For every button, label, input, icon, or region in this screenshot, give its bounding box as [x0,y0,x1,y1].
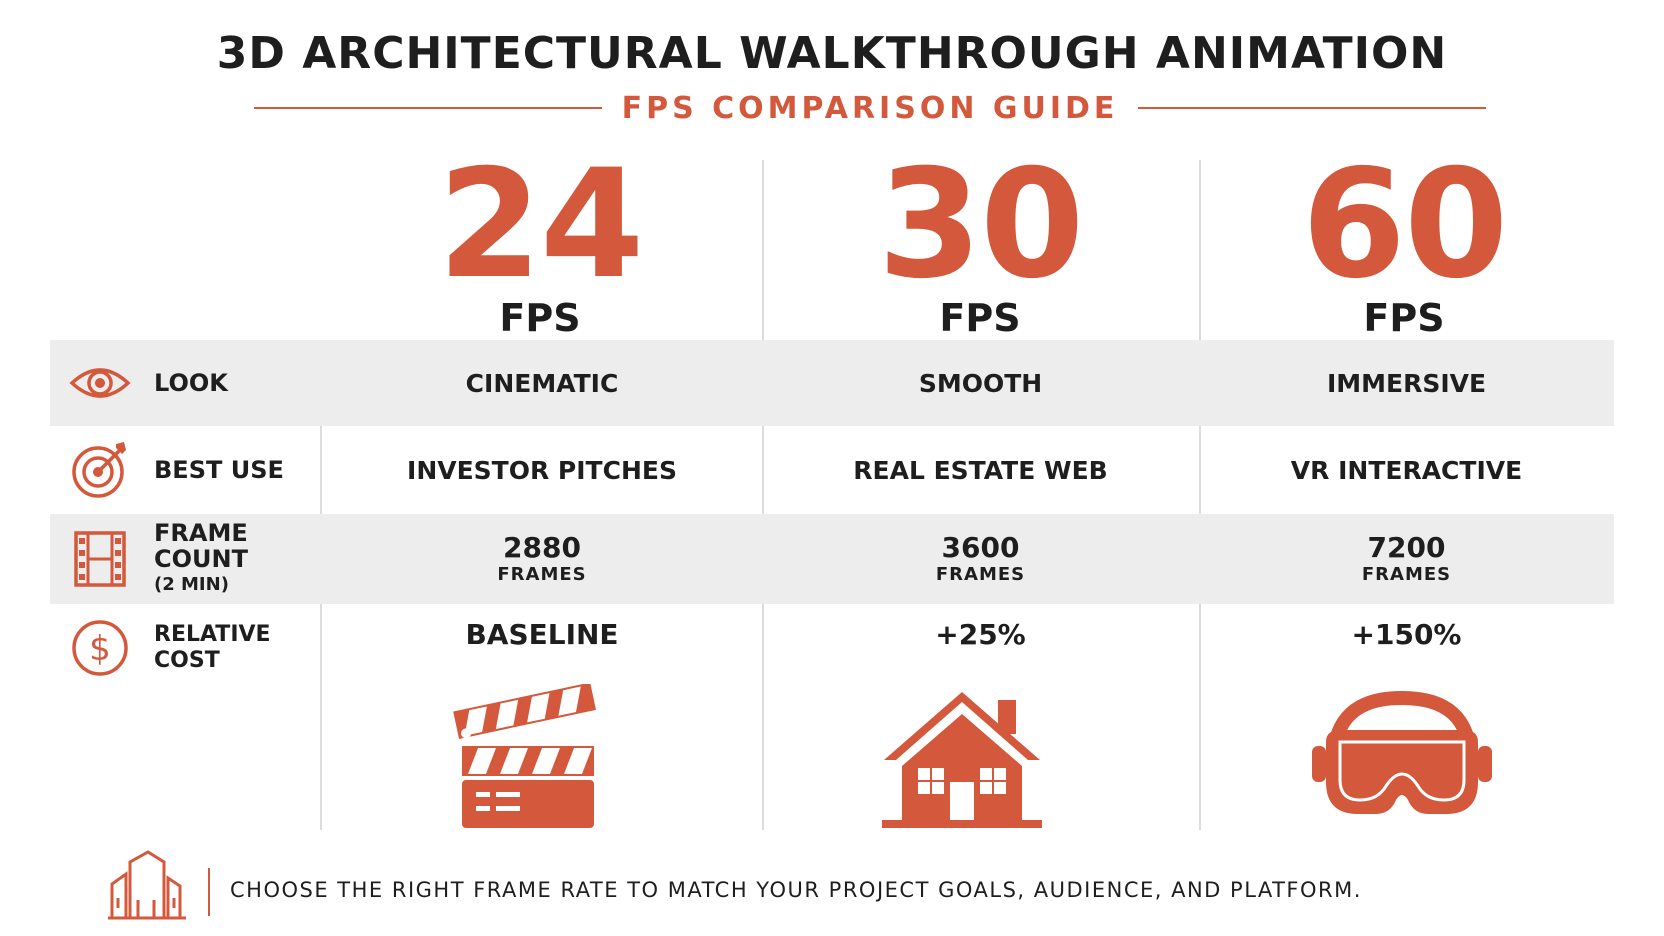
fps-heading-30: 30 FPS [762,150,1198,340]
frame-count-cell: 2880 FRAMES [322,514,762,604]
best-use-cell: INVESTOR PITCHES [322,426,762,514]
frame-count-cell: 7200 FRAMES [1199,514,1614,604]
best-use-cell: REAL ESTATE WEB [762,426,1199,514]
clapperboard-icon [453,684,596,828]
fps-unit: FPS [939,296,1021,340]
fps-number: 24 [437,138,645,312]
row-label-text: BEST USE [154,456,284,484]
frame-count-sublabel: (2 MIN) [154,574,229,595]
look-value: IMMERSIVE [1326,368,1487,398]
row-best-use: BEST USE INVESTOR PITCHES REAL ESTATE WE… [50,426,1614,514]
fps-heading-24: 24 FPS [322,150,758,340]
cost-value: +25% [935,618,1026,651]
svg-text:$: $ [89,629,111,669]
look-value: CINEMATIC [465,368,619,398]
look-cell: CINEMATIC [322,340,762,426]
cost-cell: BASELINE [322,604,762,830]
subtitle-row: FPS COMPARISON GUIDE [254,90,1487,126]
fps-number: 30 [877,138,1085,312]
page-title: 3D ARCHITECTURAL WALKTHROUGH ANIMATION [216,28,1448,79]
row-label-look: LOOK [50,340,320,426]
best-use-value: REAL ESTATE WEB [853,455,1108,485]
house-icon [882,692,1042,828]
dollar-icon: $ [72,620,128,676]
vr-headset-icon [1312,690,1492,814]
look-value: SMOOTH [918,368,1043,398]
eye-icon [69,368,131,398]
page-subtitle: FPS COMPARISON GUIDE [621,90,1119,126]
footer-tagline: CHOOSE THE RIGHT FRAME RATE TO MATCH YOU… [230,878,1362,902]
row-look: LOOK CINEMATIC SMOOTH IMMERSIVE [50,340,1614,426]
look-cell: SMOOTH [762,340,1199,426]
column-divider [1199,160,1201,830]
frame-count-value: 7200 [1367,531,1446,564]
target-icon [72,442,126,498]
fps-number: 60 [1301,138,1509,312]
frames-label: FRAMES [497,564,587,585]
row-label-relative-cost: $ RELATIVE COST [50,604,320,692]
divider-left [254,107,602,109]
best-use-cell: VR INTERACTIVE [1199,426,1614,514]
look-cell: IMMERSIVE [1199,340,1614,426]
frames-label: FRAMES [935,564,1026,585]
fps-heading-60: 60 FPS [1186,150,1622,340]
frame-count-value: 3600 [941,531,1020,564]
frame-count-cell: 3600 FRAMES [762,514,1199,604]
film-strip-icon [74,531,126,587]
frame-count-label: FRAME COUNT [154,519,248,573]
row-label-text: RELATIVE COST [154,622,271,673]
buildings-icon [108,850,186,920]
divider-right [1138,107,1487,109]
footer-divider [208,868,210,916]
row-relative-cost: $ RELATIVE COST BASELINE +25% +150% [50,604,1614,830]
frames-label: FRAMES [1361,564,1452,585]
cost-value: BASELINE [465,618,619,651]
fps-unit: FPS [1363,296,1445,340]
row-label-text: LOOK [154,369,228,397]
frame-count-value: 2880 [503,531,581,564]
row-label-frame-count: FRAME COUNT (2 MIN) [50,514,320,604]
cost-cell: +25% [762,604,1199,830]
best-use-value: INVESTOR PITCHES [407,455,677,485]
cost-value: +150% [1351,618,1462,651]
best-use-value: VR INTERACTIVE [1290,455,1523,485]
row-label-best-use: BEST USE [50,426,320,514]
fps-unit: FPS [499,296,581,340]
row-label-text: FRAME COUNT (2 MIN) [154,520,320,598]
column-divider [762,160,764,830]
row-frame-count: FRAME COUNT (2 MIN) 2880 FRAMES 3600 FRA… [50,514,1614,604]
cost-cell: +150% [1199,604,1614,830]
